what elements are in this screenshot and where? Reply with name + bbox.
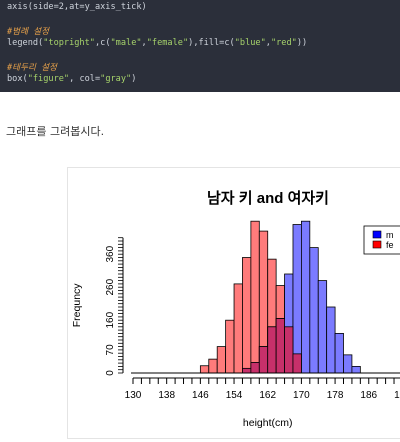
y-tick-label: 260 [105,278,116,295]
female-bar [250,220,260,374]
x-axis-label: height(cm) [243,417,293,429]
male-bar [309,247,319,374]
x-tick-label: 154 [226,390,243,401]
female-bar [242,257,252,374]
female-bar [225,319,235,374]
legend-label: m [386,230,394,240]
x-tick-label: 162 [259,390,276,401]
y-axis-label: Frequncy [71,283,83,328]
overlap-bar [275,318,285,374]
code-comment: #범례 설정 [7,27,49,37]
chart-title: 남자 키 and 여자키 [207,190,329,207]
body-paragraph: 그래프를 그려봅시다. [6,125,105,138]
female-bar [199,365,210,374]
legend-swatch-female [372,240,382,249]
legend-swatch-male [372,230,382,239]
code-line: legend("topright",c("male","female"),fil… [7,38,308,48]
x-tick-label: 130 [125,390,142,401]
male-bar [292,224,302,374]
male-bar [334,332,344,374]
x-tick-label: 194 [394,390,400,401]
overlap-bar [258,346,269,374]
y-tick-label: 70 [105,344,116,356]
x-tick-label: 138 [158,390,175,401]
code-comment: #테두리 설정 [7,63,57,73]
female-bar [216,346,227,374]
y-tick-label: 360 [105,245,116,262]
code-line: box("figure", col="gray") [7,74,137,84]
x-tick-label: 170 [293,390,310,401]
y-tick-label: 160 [105,311,116,328]
male-bar [317,280,328,374]
male-bar [343,354,353,374]
x-tick-label: 186 [360,390,377,401]
y-tick-label: 0 [105,370,116,376]
overlap-bar [242,367,252,374]
x-tick-label: 178 [327,390,344,401]
overlap-bar [250,362,260,374]
legend-box [363,225,400,255]
female-bar [233,283,243,374]
histogram-chart: 남자 키 and 여자키 130 138 146 154 162 170 178 186 194 h… [71,190,400,429]
legend-label: fe [386,240,394,250]
overlap-bar [284,326,294,374]
overlap-bar [292,353,302,374]
code-line: axis(side=2,at=y_axis_tick) [7,2,147,12]
x-tick-label: 146 [192,390,209,401]
code-block: axis(side=2,at=y_axis_tick) #범례 설정 legen… [0,0,400,92]
histogram-figure: 남자 키 and 여자키 130 138 146 154 162 170 178 186 194 h… [68,168,400,438]
male-bar [326,306,336,374]
male-bar [351,365,361,374]
male-bar [300,220,311,374]
female-bar [208,358,218,374]
overlap-bar [267,326,277,374]
